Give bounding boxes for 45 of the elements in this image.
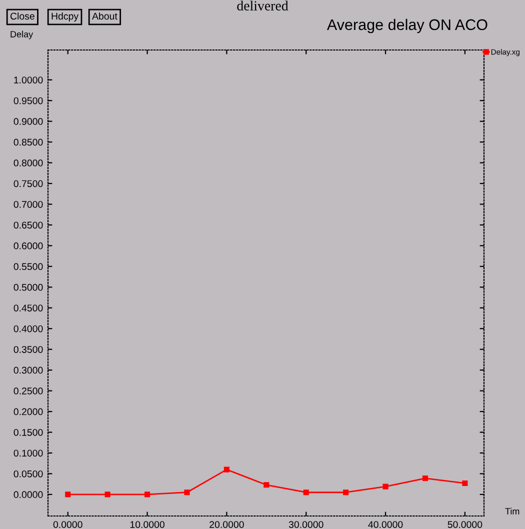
- y-tick-label: 0.0000: [14, 491, 43, 498]
- y-axis-title: Delay: [10, 30, 34, 40]
- point: [65, 492, 71, 498]
- chart-title: Average delay ON ACO: [326, 18, 488, 34]
- x-tick-label: 50.0000: [448, 521, 482, 528]
- point: [224, 466, 230, 472]
- y-tick-label: 0.0500: [14, 470, 43, 478]
- x-axis-title: Tim: [505, 508, 520, 514]
- text: Hdcpy: [52, 12, 79, 22]
- y-tick-label: 0.9500: [14, 97, 43, 104]
- y-tick-label: 0.5000: [14, 284, 43, 291]
- y-tick-label: 0.6000: [14, 242, 43, 250]
- y-tick-label: 0.8500: [14, 138, 43, 146]
- x-tick-label: 30.0000: [288, 521, 324, 528]
- y-tick-label: 0.6500: [14, 222, 43, 229]
- x-tick-label: 0.0000: [53, 521, 82, 528]
- y-tick-label: 0.9000: [14, 118, 43, 125]
- y-tick-label: 0.8000: [14, 160, 43, 166]
- text: delivered: [237, 0, 288, 10]
- point: [264, 482, 270, 488]
- y-tick-label: 0.1500: [14, 428, 43, 436]
- y-tick-label: 0.2500: [14, 388, 43, 394]
- point: [382, 484, 388, 490]
- y-tick-label: 0.2000: [14, 408, 43, 416]
- point: [303, 490, 309, 496]
- text: Close: [10, 12, 34, 20]
- y-tick-label: 0.4000: [14, 325, 43, 332]
- point: [343, 490, 349, 496]
- y-tick-label: 0.7500: [14, 180, 43, 188]
- point: [104, 492, 110, 498]
- y-tick-label: 0.3000: [14, 366, 43, 374]
- y-tick-label: 0.5500: [14, 263, 43, 270]
- y-tick-label: 0.4500: [14, 304, 43, 312]
- x-tick-label: 10.0000: [130, 521, 164, 528]
- x-tick-label: 20.0000: [210, 521, 244, 528]
- point: [184, 490, 190, 496]
- x-tick-label: 40.0000: [368, 521, 403, 528]
- point: [462, 480, 468, 486]
- point: [422, 475, 428, 482]
- text: About: [92, 12, 118, 20]
- point: [144, 492, 150, 498]
- y-tick-label: 0.1000: [14, 450, 43, 457]
- y-tick-label: 0.3500: [14, 346, 43, 353]
- y-tick-label: 0.7000: [14, 200, 43, 208]
- y-tick-label: 1.0000: [14, 76, 43, 84]
